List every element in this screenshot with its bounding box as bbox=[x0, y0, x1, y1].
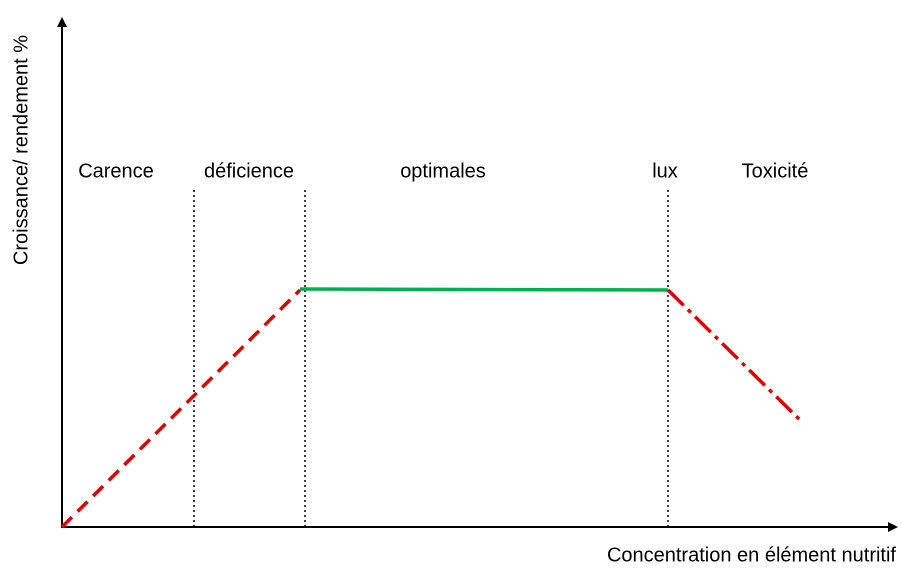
y-axis-label: Croissance/ rendement % bbox=[10, 35, 32, 265]
zone-label: optimales bbox=[400, 160, 486, 182]
zone-label: Carence bbox=[78, 160, 154, 182]
toxicity-curve bbox=[666, 288, 802, 422]
zone-label: Toxicité bbox=[742, 160, 809, 182]
zone-label: lux bbox=[652, 160, 678, 182]
optimal-curve bbox=[299, 287, 669, 292]
deficiency-curve bbox=[60, 288, 302, 529]
zone-label: déficience bbox=[204, 160, 294, 182]
x-axis-label: Concentration en élément nutritif bbox=[607, 544, 896, 566]
